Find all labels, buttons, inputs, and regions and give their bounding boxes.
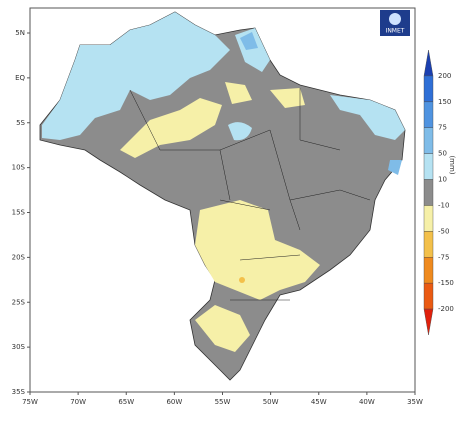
legend-swatch (423, 282, 434, 310)
lat-label: 5S (16, 119, 25, 127)
dry-spot (239, 277, 245, 283)
lon-label: 55W (215, 398, 231, 406)
legend-label: -50 (438, 227, 449, 235)
legend-swatch (423, 257, 434, 284)
legend-swatch (423, 127, 434, 154)
map-body (39, 11, 406, 381)
legend-swatch (423, 308, 434, 336)
lon-label: 65W (118, 398, 134, 406)
lat-label: 20S (12, 253, 26, 261)
legend-swatch (423, 153, 434, 180)
wet-region (330, 95, 405, 140)
color-legend: (mm) 200 150 75 50 10 -10 -50 -75 -150 -200 (423, 49, 456, 336)
lat-label: 35S (12, 388, 26, 396)
legend-swatch (423, 231, 434, 258)
legend-unit: (mm) (448, 155, 456, 174)
lat-label: 10S (12, 164, 26, 172)
legend-label: 50 (438, 150, 447, 158)
wet-region (240, 32, 258, 50)
lon-label: 50W (263, 398, 279, 406)
legend-swatch (423, 75, 434, 103)
legend-label: -75 (438, 253, 449, 261)
lat-label: 15S (12, 209, 26, 217)
lon-label: 45W (311, 398, 327, 406)
legend-label: 150 (438, 98, 451, 106)
legend-swatch (423, 179, 434, 206)
lon-label: 40W (359, 398, 375, 406)
dry-region (225, 82, 252, 104)
wet-region (388, 160, 402, 175)
dry-region (120, 98, 222, 158)
wet-region (228, 122, 252, 141)
state-borders (129, 88, 371, 301)
lon-label: 75W (22, 398, 38, 406)
legend-swatch (423, 49, 434, 77)
legend-swatch (423, 101, 434, 128)
legend-label: 200 (438, 72, 451, 80)
dry-region (195, 200, 320, 300)
dry-region (270, 88, 305, 108)
lat-label: 30S (12, 343, 26, 351)
lat-label: EQ (15, 74, 25, 82)
lon-label: 35W (407, 398, 423, 406)
legend-label: -150 (438, 279, 454, 287)
lon-axis: 75W 70W 65W 60W 55W 50W 45W 40W 35W (22, 392, 423, 406)
legend-swatch (423, 205, 434, 232)
legend-label: -10 (438, 201, 449, 209)
legend-label: -200 (438, 305, 454, 313)
lat-label: 5N (15, 29, 25, 37)
lon-label: 60W (166, 398, 182, 406)
wet-region (42, 12, 230, 140)
dry-region (195, 305, 250, 352)
lon-label: 70W (70, 398, 86, 406)
lat-axis: 5N EQ 5S 10S 15S 20S 25S 30S 35S (12, 29, 30, 396)
logo-cloud (389, 13, 401, 25)
logo: INMET (380, 10, 410, 36)
logo-text: INMET (386, 28, 405, 35)
legend-label: 75 (438, 124, 447, 132)
lat-label: 25S (12, 298, 26, 306)
legend-label: 10 (438, 176, 447, 184)
